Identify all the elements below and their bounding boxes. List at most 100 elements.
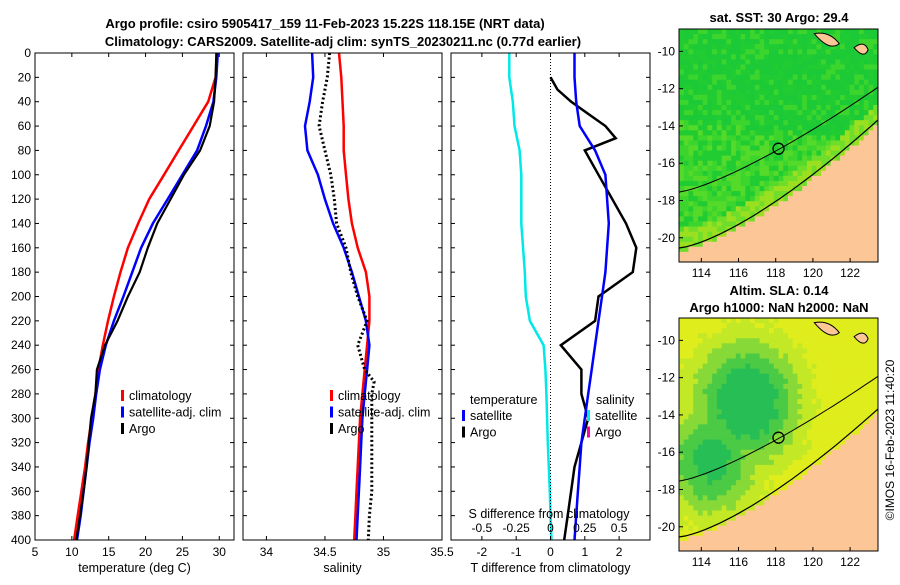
map-cell xyxy=(697,120,704,126)
map-cell xyxy=(802,338,808,344)
map-cell xyxy=(759,49,765,55)
map-cell xyxy=(740,201,746,207)
map-cell xyxy=(787,59,794,65)
map-cell xyxy=(731,104,737,111)
map-cell xyxy=(702,175,708,182)
map-cell xyxy=(868,353,874,360)
map-cell xyxy=(863,393,870,400)
map-cell xyxy=(726,145,732,152)
map-cell xyxy=(759,318,765,324)
map-cell xyxy=(754,155,761,162)
map-cell xyxy=(783,475,789,481)
map-cell xyxy=(821,49,827,55)
map-cell xyxy=(854,505,860,511)
map-cell xyxy=(835,44,841,50)
map-cell xyxy=(697,348,704,354)
map-cell xyxy=(745,429,751,435)
map-cell xyxy=(702,399,708,405)
map-cell xyxy=(697,29,704,35)
y-tick-label: 140 xyxy=(11,216,31,230)
map-cell xyxy=(754,160,761,167)
difference-panel: -2 -1 0 1 2T difference from climatology-0.5… xyxy=(450,52,651,575)
map-cell xyxy=(849,231,855,238)
map-cell xyxy=(764,434,770,441)
map-cell xyxy=(726,191,732,197)
map-cell xyxy=(835,145,841,152)
map-cell xyxy=(773,191,779,197)
map-cell xyxy=(693,150,699,157)
map-cell xyxy=(792,414,798,420)
map-cell xyxy=(679,186,685,192)
map-cell xyxy=(868,510,874,517)
map-cell xyxy=(754,170,761,177)
map-cell xyxy=(693,256,699,263)
map-cell xyxy=(792,99,798,106)
map-cell xyxy=(731,34,737,40)
map-cell xyxy=(773,378,779,385)
map-cell xyxy=(759,429,765,435)
map-cell xyxy=(683,363,689,370)
map-cell xyxy=(702,155,708,162)
map-cell xyxy=(683,115,689,121)
map-cell xyxy=(688,338,694,344)
map-cell xyxy=(849,454,855,461)
map-cell xyxy=(754,211,761,217)
map-cell xyxy=(754,338,761,344)
map-cell xyxy=(688,145,694,152)
map-x-tick-label: 116 xyxy=(729,266,748,280)
map-cell xyxy=(844,79,851,86)
map-cell xyxy=(868,135,874,141)
map-cell xyxy=(787,333,794,339)
map-cell xyxy=(840,363,846,370)
map-cell xyxy=(811,130,817,136)
map-cell xyxy=(792,34,798,40)
map-cell xyxy=(787,94,794,101)
map-cell xyxy=(716,226,723,233)
map-cell xyxy=(683,338,689,344)
map-cell xyxy=(868,191,874,197)
map-cell xyxy=(792,424,798,430)
map-cell xyxy=(716,475,723,481)
map-cell xyxy=(830,231,836,238)
map-y-tick-label: -16 xyxy=(658,156,676,170)
map-cell xyxy=(750,246,756,253)
map-cell xyxy=(863,353,870,360)
map-cell xyxy=(873,150,879,157)
map-cell xyxy=(811,338,817,344)
map-cell xyxy=(873,140,879,146)
map-cell xyxy=(750,84,756,91)
map-cell xyxy=(759,29,765,35)
map-cell xyxy=(773,84,779,91)
map-cell xyxy=(740,399,746,405)
map-cell xyxy=(821,353,827,360)
map-cell xyxy=(797,216,803,222)
map-cell xyxy=(787,328,794,334)
map-cell xyxy=(716,495,723,501)
map-cell xyxy=(702,39,708,45)
map-cell xyxy=(688,125,694,131)
map-cell xyxy=(769,115,775,121)
map-cell xyxy=(835,363,841,370)
x-tick-label: 1 xyxy=(581,545,588,559)
map-cell xyxy=(840,399,846,405)
map-cell xyxy=(873,323,879,329)
map-cell xyxy=(868,464,874,471)
map-cell xyxy=(750,464,756,471)
map-cell xyxy=(873,535,879,542)
map-cell xyxy=(688,545,694,552)
map-cell xyxy=(721,89,727,96)
map-cell xyxy=(868,64,874,71)
map-cell xyxy=(731,343,737,349)
map-cell xyxy=(697,328,704,334)
map-cell xyxy=(702,383,708,390)
map-cell xyxy=(825,246,832,253)
map-cell xyxy=(830,530,836,537)
map-cell xyxy=(707,485,713,491)
map-cell xyxy=(830,490,836,496)
map-cell xyxy=(802,449,808,456)
map-cell xyxy=(679,373,685,380)
map-cell xyxy=(859,180,865,187)
map-cell xyxy=(754,409,761,415)
map-cell xyxy=(797,363,803,370)
map-cell xyxy=(873,175,879,182)
